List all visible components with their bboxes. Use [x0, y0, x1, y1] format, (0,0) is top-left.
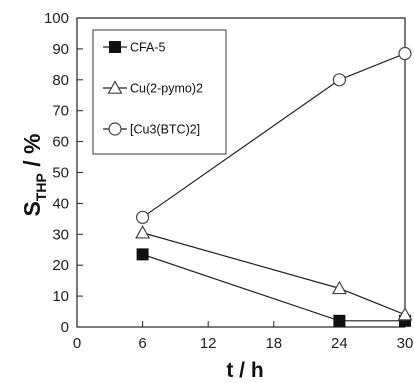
y-tick-label: 10 [52, 288, 69, 305]
x-tick-label: 0 [73, 335, 81, 352]
legend-label: [Cu3(BTC)2] [130, 123, 200, 137]
data-point [136, 248, 149, 261]
y-axis-title-subscript: THP [33, 173, 49, 201]
y-tick-label: 100 [44, 10, 69, 27]
data-point [332, 73, 346, 87]
y-tick-label: 70 [52, 103, 69, 120]
y-tick-label: 40 [52, 195, 69, 212]
data-point [398, 46, 412, 61]
y-axis-title-suffix: / % [19, 134, 45, 174]
data-point [136, 210, 150, 224]
series-line [142, 253, 405, 322]
legend-marker [108, 122, 122, 136]
series-0 [136, 248, 411, 327]
y-tick-label: 90 [52, 41, 69, 58]
y-tick-label: 50 [52, 165, 69, 182]
y-tick-label: 20 [52, 257, 69, 274]
x-tick-label: 18 [265, 335, 282, 352]
x-tick-label: 30 [397, 335, 414, 352]
data-point [397, 306, 413, 321]
x-axis-title: t / h [226, 359, 263, 382]
y-tick-label: 0 [61, 319, 69, 336]
x-tick-label: 24 [331, 335, 348, 352]
legend-marker [107, 80, 123, 94]
y-tick-label: 30 [52, 226, 69, 243]
series-line [142, 232, 406, 316]
y-axis-title-main: S [19, 201, 45, 216]
legend-marker [109, 41, 121, 53]
legend: CFA-5 Cu(2-pymo)2 [Cu3(BTC)2] [92, 29, 227, 155]
data-point [331, 280, 347, 295]
legend-label: CFA-5 [130, 41, 165, 55]
y-tick-label: 80 [52, 72, 69, 89]
axes: 0 6 12 18 24 30 0 10 20 30 40 50 60 70 80 90 100 [44, 10, 413, 352]
series-1 [135, 225, 413, 321]
legend-label: Cu(2-pymo)2 [130, 82, 203, 96]
y-tick-label: 60 [52, 134, 69, 151]
x-tick-label: 12 [200, 335, 217, 352]
series-2 [136, 46, 412, 224]
x-tick-label: 6 [138, 335, 146, 352]
y-axis-title: STHP / % [19, 134, 49, 217]
data-point [135, 225, 151, 239]
data-point [333, 314, 346, 327]
series-layer [135, 46, 413, 327]
